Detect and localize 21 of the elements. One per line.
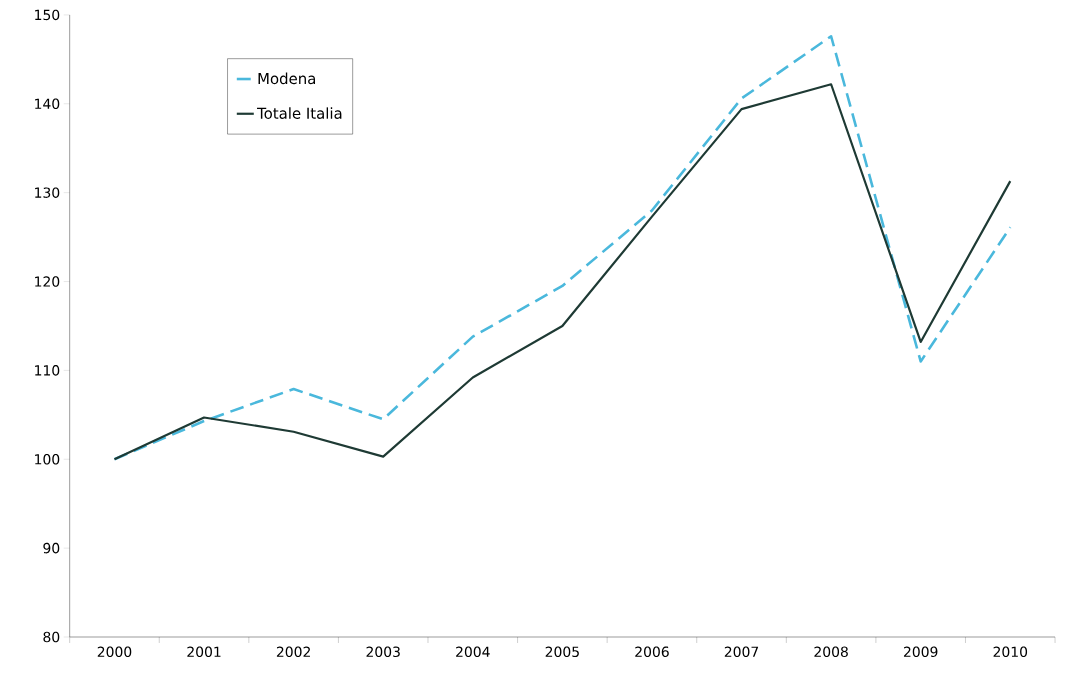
y-tick-label: 110 — [35, 365, 60, 376]
x-tick-label: 2007 — [724, 646, 759, 658]
x-tick-label: 2001 — [187, 646, 221, 658]
legend-label: Modena — [258, 72, 316, 85]
x-tick-label: 2005 — [545, 646, 579, 658]
x-tick-label: 2009 — [903, 646, 938, 658]
x-tick-label: 2003 — [366, 646, 400, 658]
y-tick-label: 120 — [35, 276, 60, 287]
x-tick-label: 2004 — [456, 646, 490, 658]
legend-label: Totale Italia — [257, 107, 342, 119]
y-tick-label: 90 — [43, 542, 60, 554]
y-tick-label: 150 — [35, 9, 60, 21]
x-tick-label: 2010 — [993, 646, 1028, 658]
x-tick-label: 2002 — [276, 646, 310, 658]
y-tick-label: 100 — [35, 454, 60, 465]
y-tick-label: 130 — [35, 187, 60, 199]
x-tick-label: 2000 — [97, 646, 132, 658]
y-tick-label: 80 — [43, 631, 60, 643]
x-tick-label: 2006 — [635, 646, 669, 658]
y-tick-label: 140 — [35, 98, 60, 110]
x-tick-label: 2008 — [814, 646, 848, 658]
